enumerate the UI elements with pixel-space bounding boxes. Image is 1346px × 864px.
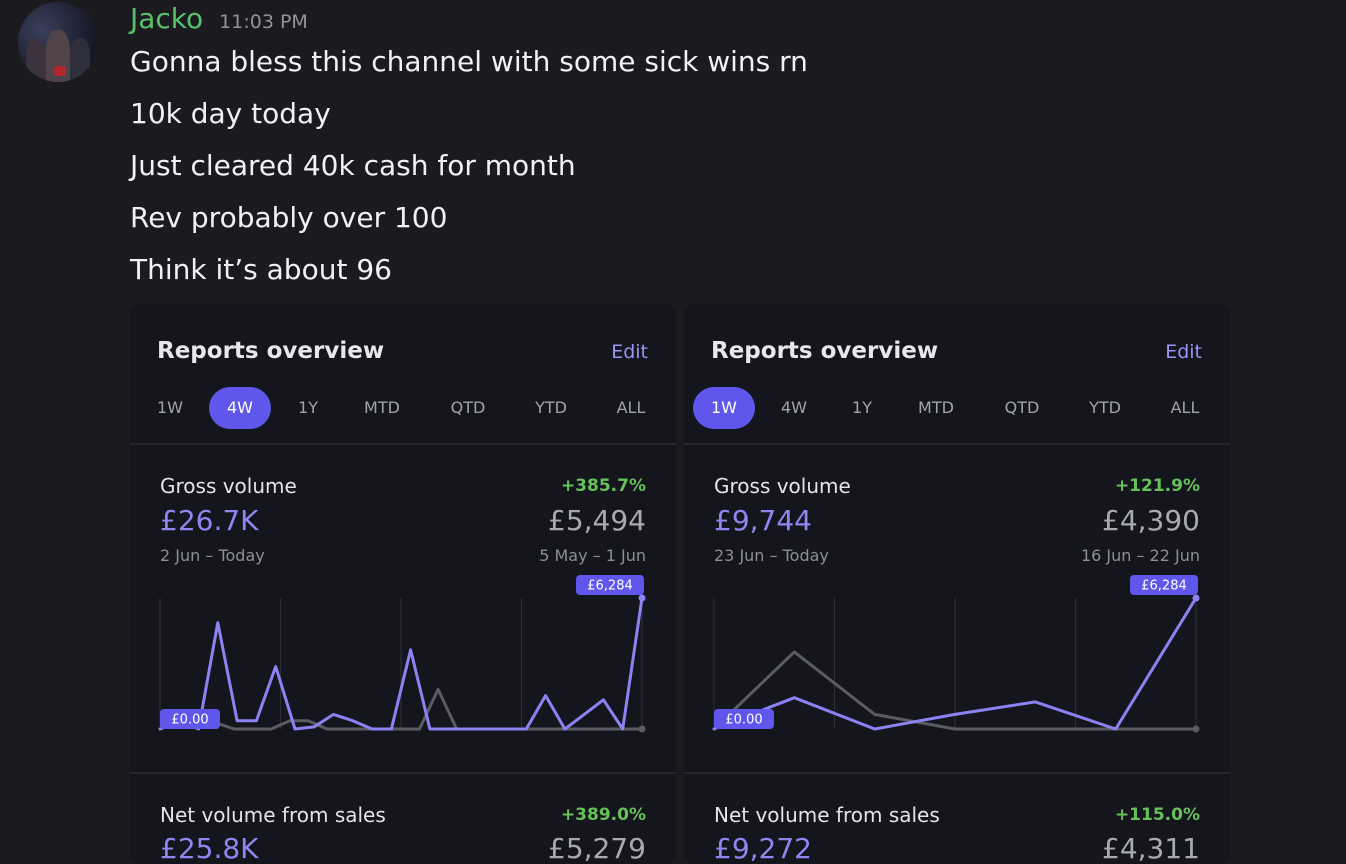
range-tab-1w[interactable]: 1W xyxy=(157,398,183,417)
edit-link[interactable]: Edit xyxy=(1165,341,1202,363)
range-tab-all[interactable]: ALL xyxy=(616,398,646,417)
message-line: Gonna bless this channel with some sick … xyxy=(130,45,808,78)
message-line: Think it’s about 96 xyxy=(130,253,392,286)
min-value-label: £0.00 xyxy=(725,713,762,728)
avatar-figure xyxy=(70,38,90,82)
divider xyxy=(130,772,676,774)
range-tab-4w[interactable]: 4W xyxy=(781,398,807,417)
gross-change-badge: +385.7% xyxy=(560,476,646,496)
gross-current-period: 23 Jun – Today xyxy=(714,546,829,565)
edit-link[interactable]: Edit xyxy=(611,341,648,363)
divider xyxy=(684,772,1230,774)
range-tab-4w[interactable]: 4W xyxy=(209,387,271,429)
current-period-line xyxy=(158,596,644,731)
range-tab-ytd[interactable]: YTD xyxy=(535,398,567,417)
range-tab-all[interactable]: ALL xyxy=(1170,398,1200,417)
gross-volume-label: Gross volume xyxy=(160,474,297,498)
current-end-dot xyxy=(638,594,646,602)
gross-previous-value: £4,390 xyxy=(1102,504,1200,537)
gross-previous-value: £5,494 xyxy=(548,504,646,537)
gross-current-value: £9,744 xyxy=(714,504,812,537)
range-tab-qtd[interactable]: QTD xyxy=(450,398,486,417)
net-change-badge: +389.0% xyxy=(560,805,646,825)
max-value-badge xyxy=(576,575,644,595)
range-tab-qtd[interactable]: QTD xyxy=(1004,398,1040,417)
range-tab-mtd[interactable]: MTD xyxy=(364,398,400,417)
previous-end-dot xyxy=(638,725,646,733)
avatar-detail xyxy=(54,66,66,76)
min-value-badge xyxy=(160,709,220,729)
message-line: Just cleared 40k cash for month xyxy=(130,149,576,182)
net-previous-value: £4,311 xyxy=(1102,832,1200,864)
previous-end-dot xyxy=(1192,725,1200,733)
avatar-figure xyxy=(26,38,46,82)
gross-previous-period: 5 May – 1 Jun xyxy=(539,546,646,565)
divider xyxy=(130,443,676,445)
message-line: Rev probably over 100 xyxy=(130,201,448,234)
range-tab-1w[interactable]: 1W xyxy=(693,387,755,429)
divider xyxy=(684,443,1230,445)
max-value-label: £6,284 xyxy=(1141,579,1187,594)
user-avatar[interactable] xyxy=(18,2,98,82)
gross-volume-chart: £6,284 £0.00 xyxy=(158,575,646,733)
min-value-badge xyxy=(714,709,774,729)
current-end-dot xyxy=(1192,594,1200,602)
net-volume-label: Net volume from sales xyxy=(160,803,386,827)
card-title: Reports overview xyxy=(157,338,385,364)
message-header: Jacko 11:03 PM xyxy=(130,2,308,35)
net-current-value: £9,272 xyxy=(714,832,812,864)
message-timestamp: 11:03 PM xyxy=(219,11,308,33)
net-volume-label: Net volume from sales xyxy=(714,803,940,827)
range-tab-mtd[interactable]: MTD xyxy=(918,398,954,417)
attachment-image-reports-1w[interactable]: Reports overview Edit 1W 4W 1Y MTD QTD Y… xyxy=(684,304,1230,864)
net-current-value: £25.8K xyxy=(160,832,259,864)
message-body: Gonna bless this channel with some sick … xyxy=(130,42,808,302)
range-selector: 1W 4W 1Y MTD QTD YTD ALL xyxy=(130,387,676,429)
card-title: Reports overview xyxy=(711,338,939,364)
net-previous-value: £5,279 xyxy=(548,832,646,864)
gross-current-value: £26.7K xyxy=(160,504,259,537)
gross-previous-period: 16 Jun – 22 Jun xyxy=(1080,546,1200,565)
gross-volume-label: Gross volume xyxy=(714,474,851,498)
min-value-label: £0.00 xyxy=(171,713,208,728)
gross-volume-chart: £6,284 £0.00 xyxy=(712,575,1200,733)
attachment-image-reports-4w[interactable]: Reports overview Edit 1W 4W 1Y MTD QTD Y… xyxy=(130,304,676,864)
gross-change-badge: +121.9% xyxy=(1114,476,1200,496)
range-selector: 1W 4W 1Y MTD QTD YTD ALL xyxy=(684,387,1230,429)
range-tab-ytd[interactable]: YTD xyxy=(1089,398,1121,417)
range-tab-1y[interactable]: 1Y xyxy=(852,398,872,417)
username[interactable]: Jacko xyxy=(130,2,204,35)
max-value-label: £6,284 xyxy=(587,579,633,594)
message-line: 10k day today xyxy=(130,97,331,130)
range-tab-1y[interactable]: 1Y xyxy=(298,398,318,417)
gross-current-period: 2 Jun – Today xyxy=(160,546,265,565)
max-value-badge xyxy=(1130,575,1198,595)
net-change-badge: +115.0% xyxy=(1114,805,1200,825)
